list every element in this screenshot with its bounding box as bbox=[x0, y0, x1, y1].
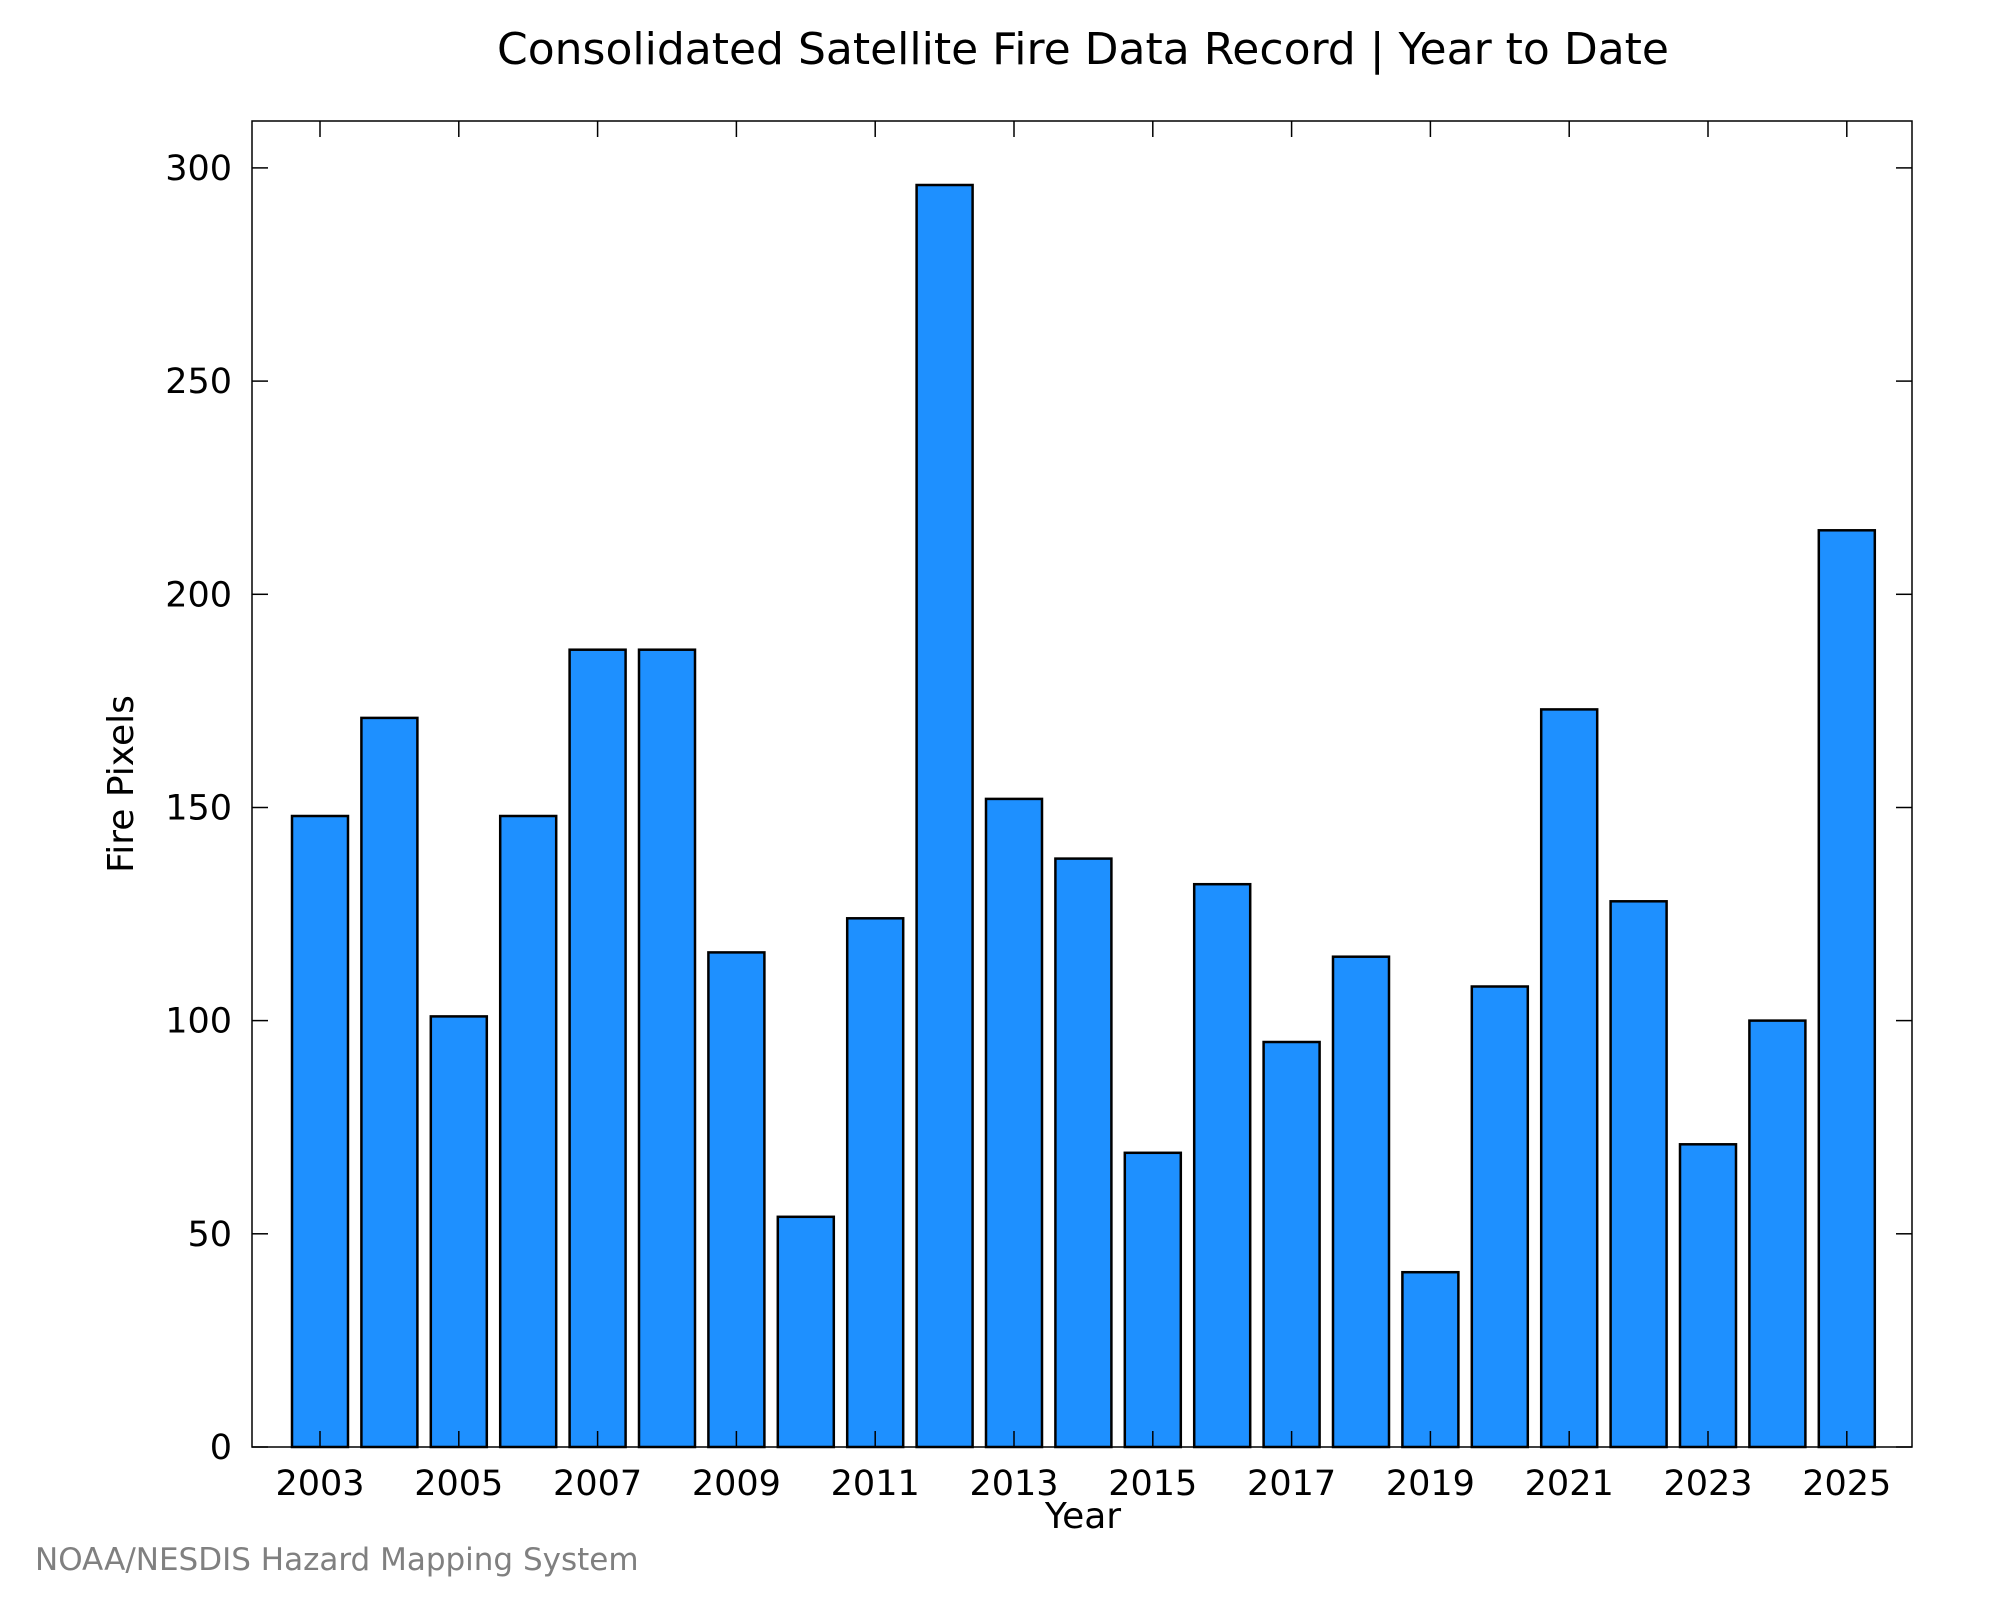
y-tick-label-300: 300 bbox=[165, 149, 232, 189]
bars-layer bbox=[290, 183, 1877, 1449]
bar-2021 bbox=[1539, 708, 1599, 1449]
y-tick-labels: 0 50 100 150 200 250 300 bbox=[165, 149, 232, 1468]
x-tick-label-2011: 2011 bbox=[831, 1464, 920, 1504]
y-tick-label-150: 150 bbox=[165, 789, 232, 829]
x-tick-label-2013: 2013 bbox=[969, 1464, 1058, 1504]
y-tick-label-200: 200 bbox=[165, 575, 232, 615]
chart-title: Consolidated Satellite Fire Data Record … bbox=[497, 24, 1669, 75]
y-axis-label: Fire Pixels bbox=[101, 695, 142, 873]
x-tick-label-2005: 2005 bbox=[414, 1464, 503, 1504]
bar-2019 bbox=[1401, 1270, 1460, 1449]
x-tick-label-2015: 2015 bbox=[1108, 1464, 1197, 1504]
bar-2020 bbox=[1470, 985, 1530, 1449]
bar-2010 bbox=[776, 1215, 836, 1449]
bar-2018 bbox=[1331, 955, 1391, 1449]
bar-2015 bbox=[1123, 1151, 1183, 1449]
bar-2008 bbox=[637, 648, 697, 1449]
y-tick-label-100: 100 bbox=[165, 1002, 232, 1042]
x-tick-label-2021: 2021 bbox=[1525, 1464, 1614, 1504]
ticks-layer bbox=[252, 121, 1912, 1448]
bar-2013 bbox=[984, 797, 1044, 1449]
bar-2007 bbox=[568, 648, 627, 1449]
y-tick-label-0: 0 bbox=[210, 1428, 232, 1468]
bar-2016 bbox=[1192, 882, 1252, 1449]
bar-2024 bbox=[1748, 1019, 1807, 1449]
credit-text: NOAA/NESDIS Hazard Mapping System bbox=[35, 1542, 639, 1578]
plot-frame bbox=[251, 120, 1913, 1448]
bar-2006 bbox=[498, 814, 558, 1449]
x-tick-label-2007: 2007 bbox=[553, 1464, 642, 1504]
x-tick-label-2017: 2017 bbox=[1247, 1464, 1336, 1504]
bar-2005 bbox=[429, 1015, 489, 1449]
bar-2009 bbox=[707, 951, 766, 1449]
x-tick-label-2023: 2023 bbox=[1663, 1464, 1752, 1504]
bar-2011 bbox=[845, 917, 905, 1449]
y-tick-label-50: 50 bbox=[187, 1215, 232, 1255]
x-tick-label-2019: 2019 bbox=[1386, 1464, 1475, 1504]
x-tick-label-2009: 2009 bbox=[692, 1464, 781, 1504]
x-axis-label: Year bbox=[1044, 1496, 1121, 1537]
bar-2025 bbox=[1817, 529, 1877, 1449]
bar-2014 bbox=[1054, 857, 1113, 1449]
x-tick-label-2003: 2003 bbox=[275, 1464, 364, 1504]
bar-2017 bbox=[1262, 1040, 1321, 1449]
bar-2022 bbox=[1609, 900, 1668, 1449]
bar-2023 bbox=[1678, 1143, 1738, 1449]
x-tick-labels: 2003 2005 2007 2009 2011 2013 2015 2017 2019 2021… bbox=[275, 1464, 1891, 1504]
x-tick-label-2025: 2025 bbox=[1802, 1464, 1891, 1504]
bar-2003 bbox=[290, 814, 350, 1449]
bar-2012 bbox=[915, 183, 974, 1449]
y-tick-label-250: 250 bbox=[165, 362, 232, 402]
bar-2004 bbox=[360, 716, 419, 1449]
